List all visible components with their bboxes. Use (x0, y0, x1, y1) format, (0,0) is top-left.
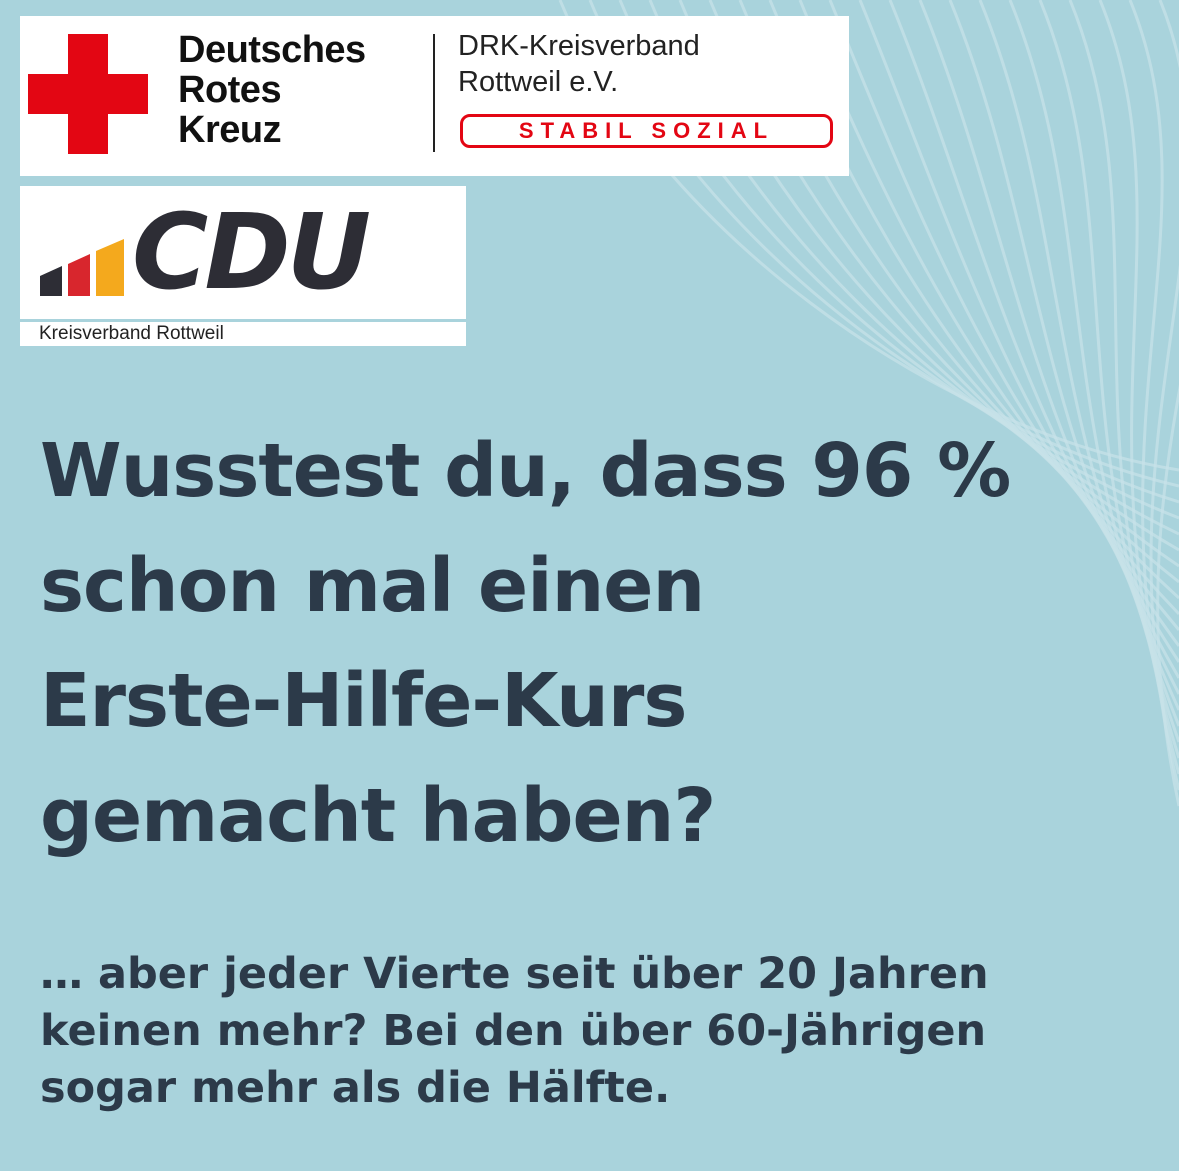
drk-name-line-2: Rotes (178, 69, 282, 111)
cdu-bars-icon (40, 239, 124, 296)
headline-line-1: Wusstest du, dass 96 % (40, 428, 1011, 514)
cdu-wordmark: CDU (132, 191, 371, 313)
background-wave-line (1149, 0, 1179, 791)
body-text: … aber jeder Vierte seit über 20 Jahren … (40, 946, 1160, 1117)
body-line-1: … aber jeder Vierte seit über 20 Jahren (40, 949, 989, 999)
body-line-2: keinen mehr? Bei den über 60-Jährigen (40, 1006, 987, 1056)
drk-divider (433, 34, 435, 152)
headline: Wusstest du, dass 96 % schon mal einen E… (40, 414, 1160, 874)
background-wave-line (1068, 0, 1179, 743)
drk-org-line-1: DRK-Kreisverband (458, 30, 700, 62)
background-wave-line (1098, 0, 1179, 759)
drk-name-line-3: Kreuz (178, 109, 282, 151)
drk-logo: Deutsches Rotes Kreuz DRK-Kreisverband R… (20, 16, 849, 176)
headline-line-4: gemacht haben? (40, 773, 716, 859)
red-cross-icon (28, 34, 148, 154)
drk-name-line-1: Deutsches (178, 29, 366, 71)
headline-line-2: schon mal einen (40, 543, 705, 629)
cdu-logo: CDU Kreisverband Rottweil (20, 186, 466, 346)
cdu-subtitle: Kreisverband Rottweil (20, 319, 466, 346)
drk-name: Deutsches Rotes Kreuz (178, 30, 366, 150)
body-line-3: sogar mehr als die Hälfte. (40, 1063, 671, 1113)
drk-stamp: STABIL SOZIAL (460, 114, 833, 148)
background-wave-line (1008, 0, 1179, 711)
headline-line-3: Erste-Hilfe-Kurs (40, 658, 687, 744)
drk-org-line-2: Rottweil e.V. (458, 66, 619, 98)
background-wave-line (1128, 0, 1179, 775)
background-wave-line (1156, 384, 1179, 807)
background-wave-line (1038, 0, 1179, 727)
drk-org-name: DRK-Kreisverband Rottweil e.V. (458, 28, 700, 100)
